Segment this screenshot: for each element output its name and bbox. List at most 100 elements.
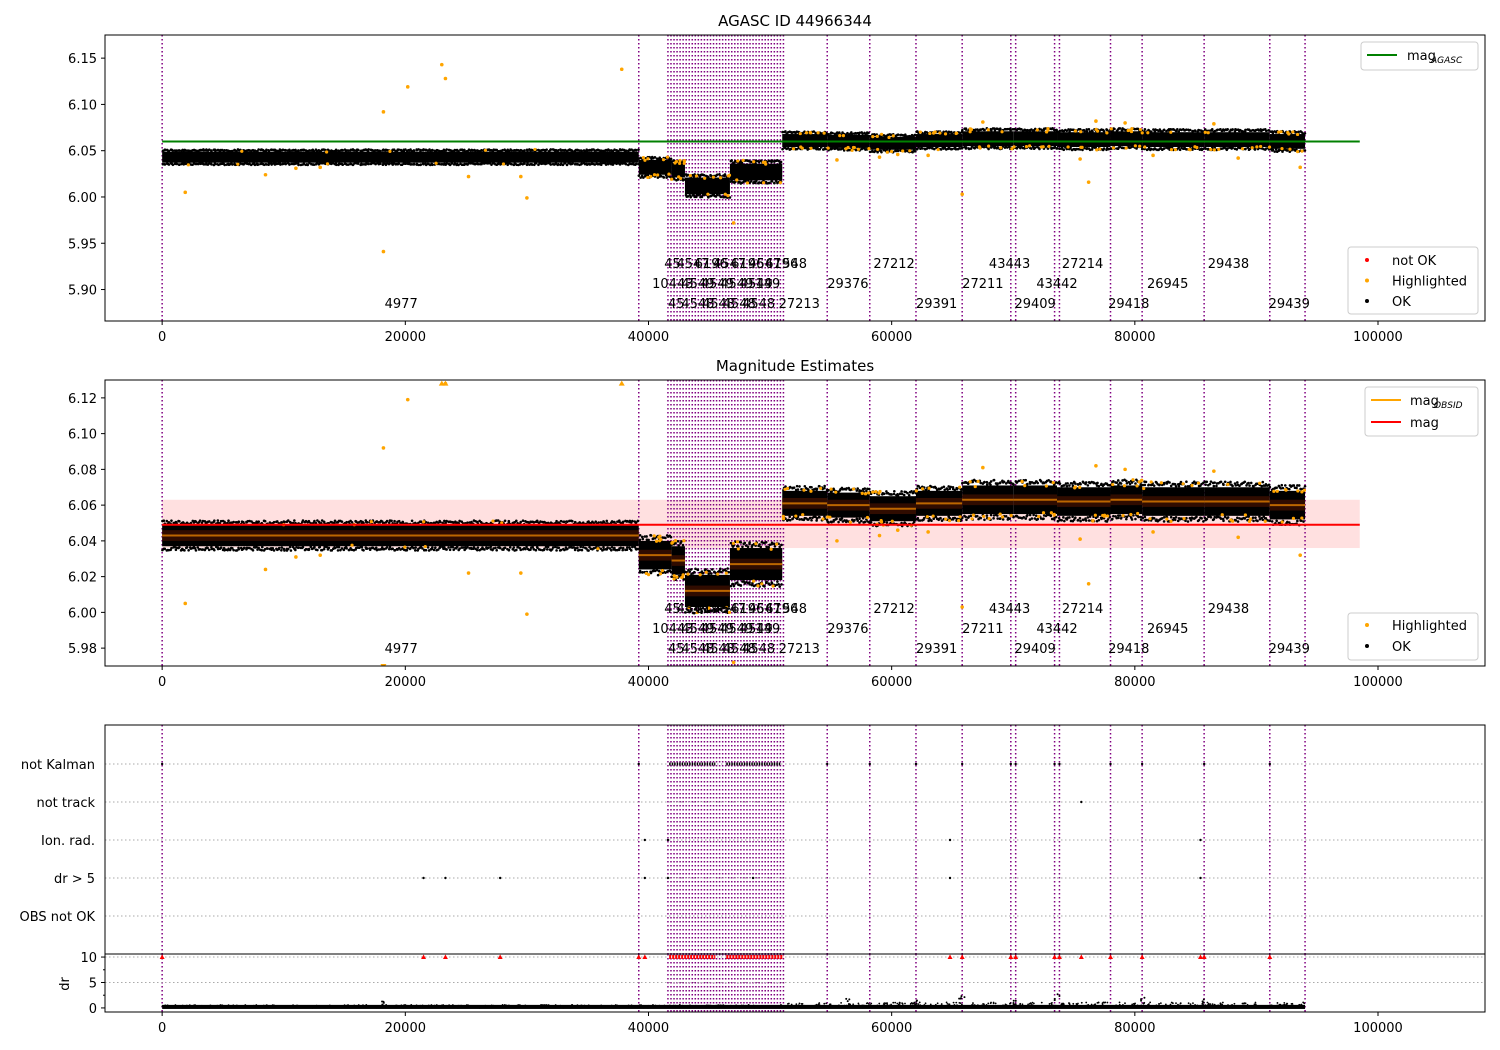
dr-point: [1159, 1005, 1162, 1008]
ok-point: [950, 147, 954, 151]
highlighted-point: [1105, 131, 1109, 135]
ok-point: [1112, 480, 1115, 483]
ok-point: [489, 545, 493, 549]
ok-point: [1281, 486, 1285, 490]
ok-point: [625, 519, 629, 523]
ok-point: [636, 547, 640, 551]
flag-point: [637, 762, 640, 766]
obsid-annotation: 4549: [681, 622, 714, 637]
dr-point: [333, 1005, 336, 1008]
ok-point: [599, 547, 603, 550]
dr-point: [1219, 1002, 1222, 1005]
highlighted-point: [483, 148, 488, 152]
ok-point: [1204, 483, 1207, 486]
dr-point: [433, 1004, 436, 1007]
obsid-annotation: 4549: [701, 622, 734, 637]
dr-point: [539, 1006, 542, 1009]
ok-point: [390, 519, 393, 523]
ok-point: [257, 546, 260, 550]
ok-point: [955, 487, 959, 491]
highlighted-point: [944, 517, 948, 521]
ok-point: [1140, 147, 1144, 151]
dr-point: [548, 1006, 551, 1009]
dr-point: [1121, 1006, 1123, 1009]
ok-point: [798, 485, 801, 488]
ok-point: [201, 548, 205, 551]
dr-point: [543, 1004, 546, 1006]
ok-point: [715, 173, 719, 176]
dr-point: [955, 1005, 958, 1008]
dr-point: [681, 1004, 684, 1007]
ok-point: [779, 160, 783, 164]
ok-point: [1108, 483, 1111, 487]
flag-point: [1014, 762, 1017, 766]
legend-label-ok: OK: [1392, 640, 1411, 655]
ok-point: [443, 519, 446, 523]
dr-point: [630, 1006, 633, 1008]
ok-point: [917, 146, 920, 149]
dr-point: [1171, 1006, 1174, 1009]
ok-point: [367, 162, 370, 166]
dr-point: [562, 1006, 565, 1009]
ok-point: [529, 548, 532, 551]
highlighted-point: [1111, 482, 1115, 487]
ok-point: [208, 162, 211, 165]
ok-point: [731, 582, 735, 586]
obsid-annotation: 29409: [1014, 297, 1055, 312]
ok-point: [1042, 517, 1045, 521]
ok-point: [424, 548, 428, 552]
ok-point: [1178, 148, 1182, 152]
ok-point: [1296, 519, 1299, 523]
ok-point: [401, 520, 405, 524]
highlighted-point: [731, 221, 736, 225]
highlighted-point: [867, 146, 871, 151]
dr-point: [1215, 1004, 1218, 1007]
ok-point: [1066, 482, 1069, 485]
ok-point: [1118, 145, 1122, 149]
ok-point: [559, 548, 563, 552]
ok-point: [732, 584, 736, 588]
ok-point: [768, 181, 771, 185]
ok-point: [297, 163, 300, 167]
ok-point: [543, 547, 546, 551]
dr-point: [797, 1004, 800, 1007]
dr-point: [814, 1004, 817, 1007]
ok-point: [1236, 516, 1239, 520]
dr-point: [628, 1006, 631, 1009]
ok-point: [890, 493, 893, 496]
dr-point: [1137, 1005, 1140, 1008]
highlighted-point: [973, 484, 977, 489]
ok-point: [1203, 516, 1207, 520]
highlighted-point: [1243, 513, 1247, 517]
ok-point: [551, 546, 555, 549]
ok-point: [1258, 515, 1261, 518]
ok-point: [257, 163, 260, 166]
ok-point: [260, 545, 264, 549]
dr-point: [599, 1006, 602, 1009]
ok-point: [1256, 519, 1259, 523]
ok-point: [226, 521, 229, 525]
highlighted-point: [727, 610, 732, 614]
ok-point: [1205, 517, 1209, 521]
panel2-y-tick-label: 6.10: [68, 428, 97, 443]
ok-point: [345, 547, 348, 550]
ok-point: [356, 148, 360, 152]
ok-point: [631, 545, 634, 549]
dr-point: [1208, 1005, 1211, 1008]
highlighted-point: [1121, 513, 1125, 518]
ok-point: [1173, 518, 1177, 522]
dr-point: [178, 1005, 181, 1008]
panel1-y-tick-label: 6.00: [68, 191, 97, 206]
dr-point: [1060, 1005, 1063, 1008]
dr-point: [924, 1004, 927, 1007]
mag-obsid-error-band: [671, 555, 685, 566]
highlighted-point: [706, 192, 710, 196]
dr-point: [501, 1003, 504, 1006]
ok-point: [985, 514, 989, 517]
obsid-annotation: 10443: [652, 622, 693, 637]
ok-point: [688, 570, 692, 573]
ok-point: [1185, 148, 1188, 151]
obsid-annotation: 4549: [701, 277, 734, 292]
ok-point: [1083, 129, 1087, 133]
ok-point: [313, 519, 316, 523]
